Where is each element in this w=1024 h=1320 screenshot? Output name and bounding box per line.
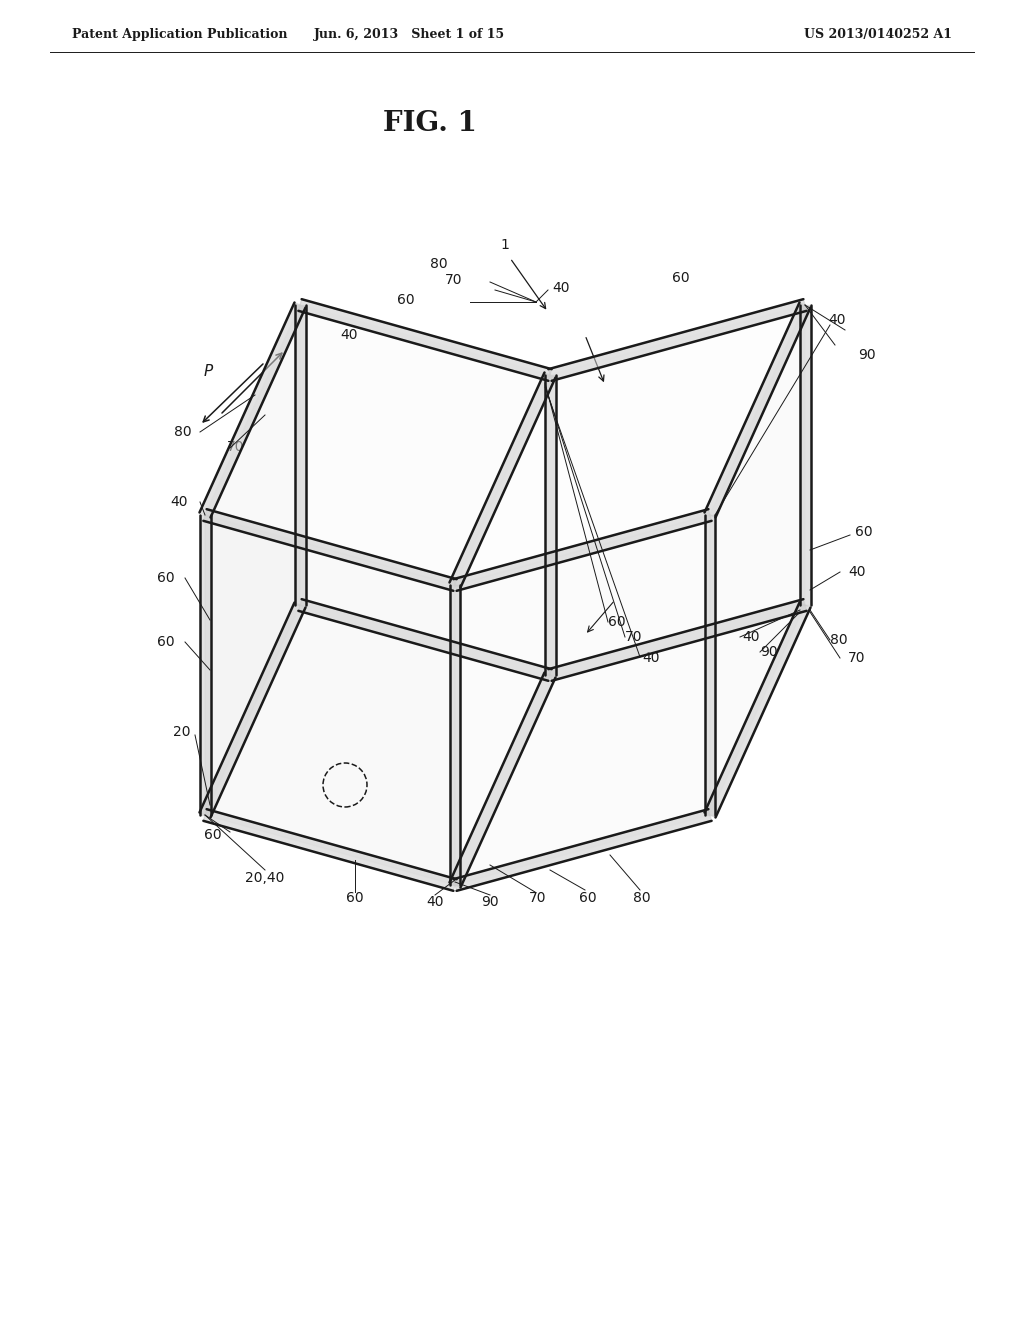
Text: Jun. 6, 2013   Sheet 1 of 15: Jun. 6, 2013 Sheet 1 of 15 xyxy=(314,28,506,41)
Text: 90: 90 xyxy=(481,895,499,909)
Text: 60: 60 xyxy=(205,828,222,842)
Polygon shape xyxy=(454,510,712,591)
Text: 80: 80 xyxy=(830,634,848,647)
Text: 40: 40 xyxy=(848,565,865,579)
Polygon shape xyxy=(298,300,552,381)
Text: 40: 40 xyxy=(341,327,358,342)
Polygon shape xyxy=(800,305,811,605)
Text: 40: 40 xyxy=(552,281,569,294)
Polygon shape xyxy=(705,515,716,814)
Polygon shape xyxy=(549,300,807,381)
Text: 60: 60 xyxy=(397,293,415,308)
Polygon shape xyxy=(295,305,305,605)
Polygon shape xyxy=(545,375,555,675)
Polygon shape xyxy=(549,599,807,681)
Polygon shape xyxy=(200,602,305,817)
Text: 60: 60 xyxy=(855,525,872,539)
Polygon shape xyxy=(204,809,457,891)
Polygon shape xyxy=(200,302,305,517)
Text: 80: 80 xyxy=(430,257,449,271)
Polygon shape xyxy=(705,302,811,517)
Polygon shape xyxy=(205,515,455,884)
Polygon shape xyxy=(298,599,552,681)
Text: P: P xyxy=(204,364,213,380)
Text: 60: 60 xyxy=(608,615,626,630)
Text: Patent Application Publication: Patent Application Publication xyxy=(72,28,288,41)
Polygon shape xyxy=(454,809,712,891)
Polygon shape xyxy=(710,305,805,814)
Text: 80: 80 xyxy=(174,425,193,440)
Text: 40: 40 xyxy=(828,313,846,327)
Polygon shape xyxy=(205,305,300,814)
Text: 60: 60 xyxy=(672,271,689,285)
Text: 70: 70 xyxy=(529,891,547,906)
Text: 70: 70 xyxy=(625,630,642,644)
Text: 90: 90 xyxy=(858,348,876,362)
Text: 40: 40 xyxy=(426,895,443,909)
Text: 20,40: 20,40 xyxy=(246,871,285,884)
Text: 60: 60 xyxy=(346,891,364,906)
Polygon shape xyxy=(450,372,555,587)
Text: 20: 20 xyxy=(172,725,190,739)
Text: 1: 1 xyxy=(501,238,509,252)
Polygon shape xyxy=(200,515,211,814)
Polygon shape xyxy=(205,305,550,585)
Text: 40: 40 xyxy=(642,651,659,665)
Text: 60: 60 xyxy=(580,891,597,906)
Polygon shape xyxy=(455,515,710,884)
Text: 70: 70 xyxy=(444,273,462,286)
Text: 70: 70 xyxy=(227,440,245,454)
Text: 40: 40 xyxy=(742,630,760,644)
Polygon shape xyxy=(455,305,805,585)
Text: FIG. 1: FIG. 1 xyxy=(383,110,477,137)
Text: 60: 60 xyxy=(158,572,175,585)
Text: 70: 70 xyxy=(848,651,865,665)
Polygon shape xyxy=(204,510,457,591)
Text: 60: 60 xyxy=(158,635,175,649)
Text: 80: 80 xyxy=(633,891,651,906)
Polygon shape xyxy=(450,672,555,887)
Polygon shape xyxy=(450,585,461,884)
Text: US 2013/0140252 A1: US 2013/0140252 A1 xyxy=(804,28,952,41)
Polygon shape xyxy=(705,602,811,817)
Text: 90: 90 xyxy=(760,645,777,659)
Text: 40: 40 xyxy=(171,495,188,510)
